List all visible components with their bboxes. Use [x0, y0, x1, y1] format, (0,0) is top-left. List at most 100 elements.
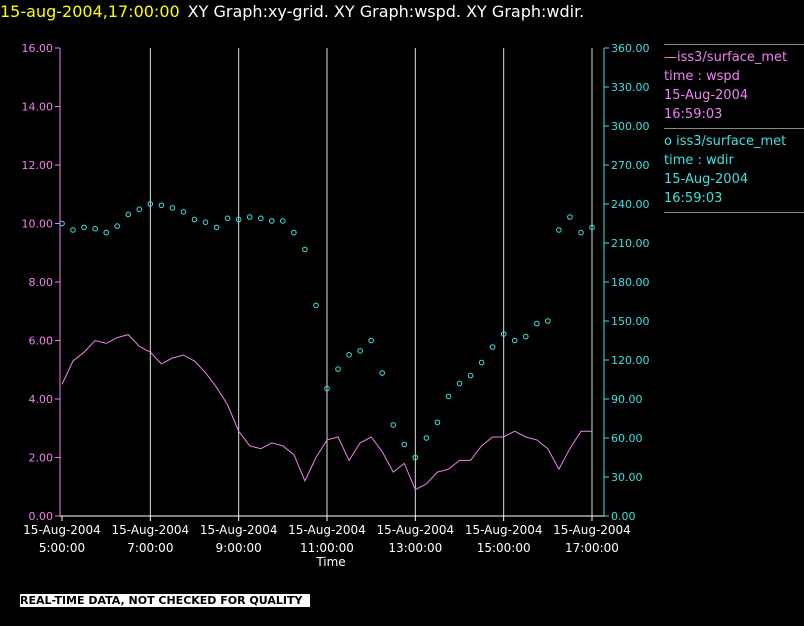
x-tick-label-date: 15-Aug-2004: [288, 523, 366, 537]
wdir-point: [412, 454, 419, 461]
legend-wdir-field: time : wdir: [664, 153, 734, 168]
wdir-point: [147, 201, 154, 207]
wdir-point: [92, 225, 98, 232]
y-left-tick-label: 14.00: [22, 101, 54, 114]
wdir-point: [202, 219, 209, 225]
x-tick-label-time: 11:00:00: [300, 541, 354, 555]
wdir-point: [235, 216, 242, 223]
wdir-point: [456, 380, 463, 387]
wdir-point: [180, 209, 187, 215]
x-tick-label-time: 9:00:00: [216, 541, 262, 555]
y-right-tick-label: 30.00: [611, 471, 643, 484]
wdir-point: [567, 214, 573, 220]
x-tick-label-date: 15-Aug-2004: [200, 523, 278, 537]
wdir-point: [434, 419, 441, 426]
y-right-tick-label: 120.00: [611, 354, 650, 367]
y-right-tick-label: 270.00: [611, 159, 650, 172]
y-right-tick-label: 330.00: [611, 81, 650, 94]
y-left-tick-label: 16.00: [22, 42, 54, 55]
y-right-tick-label: 360.00: [611, 42, 650, 55]
legend-wdir-name-row: ο iss3/surface_met: [664, 132, 804, 151]
y-left-tick-label: 10.00: [22, 218, 54, 231]
y-left-tick-label: 12.00: [22, 159, 54, 172]
y-left-tick-label: 0.00: [29, 510, 54, 523]
y-left-tick-label: 4.00: [29, 393, 54, 406]
wdir-point: [423, 435, 430, 441]
x-tick-label-date: 15-Aug-2004: [465, 523, 543, 537]
wdir-point: [246, 214, 253, 220]
wdir-point: [291, 229, 297, 236]
wdir-point: [191, 216, 198, 223]
legend-wspd-date: 15-Aug-2004: [664, 88, 749, 103]
legend-wdir-time: 16:59:03: [664, 191, 723, 206]
legend-divider: [664, 212, 804, 213]
y-right-tick-label: 210.00: [611, 237, 650, 250]
y-left-tick-label: 2.00: [29, 452, 54, 465]
wdir-point: [379, 370, 386, 376]
wdir-point: [390, 422, 397, 428]
wdir-point: [136, 206, 143, 212]
wdir-point: [545, 318, 551, 324]
quality-warning-banner: REAL-TIME DATA, NOT CHECKED FOR QUALITY: [20, 594, 311, 607]
wdir-point: [511, 337, 518, 344]
wdir-point: [335, 366, 341, 372]
y-right-tick-label: 180.00: [611, 276, 650, 289]
wdir-point: [258, 215, 264, 222]
wdir-point: [401, 441, 408, 448]
wdir-point: [70, 227, 76, 233]
x-tick-label-date: 15-Aug-2004: [377, 523, 455, 537]
wdir-point: [313, 302, 319, 309]
legend-wdir-date: 15-Aug-2004: [664, 172, 749, 187]
legend-divider: [664, 44, 804, 45]
line-swatch-icon: —: [664, 50, 677, 65]
header-datetime: 15-aug-2004,17:00:00: [0, 2, 180, 21]
legend-wspd-field: time : wspd: [664, 69, 740, 84]
wdir-point: [357, 348, 363, 354]
x-tick-label-date: 15-Aug-2004: [23, 523, 101, 537]
header-graph-titles: XY Graph:xy-grid. XY Graph:wspd. XY Grap…: [187, 2, 585, 21]
wdir-point: [500, 331, 507, 337]
legend-wspd-name-row: —iss3/surface_met: [664, 48, 804, 67]
y-left-tick-label: 8.00: [29, 276, 54, 289]
wdir-point: [125, 211, 132, 218]
wdir-point: [489, 344, 496, 350]
legend: —iss3/surface_met time : wspd 15-Aug-200…: [664, 40, 804, 216]
x-tick-label-time: 5:00:00: [39, 541, 85, 555]
x-tick-label-time: 15:00:00: [477, 541, 531, 555]
legend-item-wdir: ο iss3/surface_met time : wdir 15-Aug-20…: [664, 132, 804, 208]
legend-wspd-time: 16:59:03: [664, 107, 723, 122]
x-tick-label-time: 7:00:00: [127, 541, 173, 555]
x-tick-label-time: 13:00:00: [388, 541, 442, 555]
wdir-point: [103, 229, 109, 236]
legend-wspd-name: iss3/surface_met: [677, 50, 788, 65]
wspd-line: [61, 334, 592, 491]
wdir-point: [478, 359, 485, 366]
wdir-point: [81, 224, 87, 231]
x-tick-label-time: 17:00:00: [565, 541, 619, 555]
wdir-series: [59, 201, 595, 461]
wdir-point: [324, 385, 330, 392]
wdir-point: [158, 202, 165, 209]
y-right-tick-label: 60.00: [611, 432, 643, 445]
axes: [55, 47, 609, 521]
y-right-tick-label: 300.00: [611, 120, 650, 133]
header: 15-aug-2004,17:00:00 XY Graph:xy-grid. XY…: [0, 0, 584, 30]
wdir-point: [523, 333, 529, 340]
wdir-point: [578, 229, 584, 236]
y-right-tick-label: 0.00: [611, 510, 636, 523]
wdir-point: [213, 224, 220, 231]
grid-lines: [149, 48, 593, 516]
x-tick-label-date: 15-Aug-2004: [112, 523, 190, 537]
wdir-point: [114, 223, 120, 229]
y-right-tick-label: 240.00: [611, 198, 650, 211]
wdir-point: [269, 218, 275, 224]
y-right-tick-label: 150.00: [611, 315, 650, 328]
x-axis-label: Time: [315, 555, 345, 569]
wdir-point: [302, 246, 308, 253]
wdir-point: [556, 227, 562, 233]
legend-wdir-name: iss3/surface_met: [676, 134, 787, 149]
y-right-tick-label: 90.00: [611, 393, 643, 406]
wdir-point: [346, 352, 352, 358]
y-left-tick-label: 6.00: [29, 335, 54, 348]
